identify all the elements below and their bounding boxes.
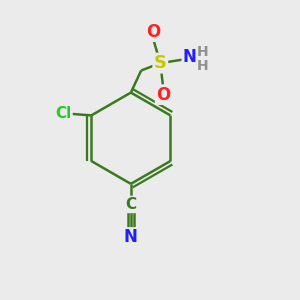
- Text: S: S: [154, 54, 167, 72]
- Text: Cl: Cl: [55, 106, 71, 122]
- Text: N: N: [124, 229, 138, 246]
- Text: C: C: [125, 197, 136, 212]
- Text: H: H: [196, 59, 208, 73]
- Text: H: H: [196, 45, 208, 59]
- Text: O: O: [146, 22, 160, 40]
- Text: O: O: [156, 85, 170, 103]
- Text: N: N: [183, 48, 197, 66]
